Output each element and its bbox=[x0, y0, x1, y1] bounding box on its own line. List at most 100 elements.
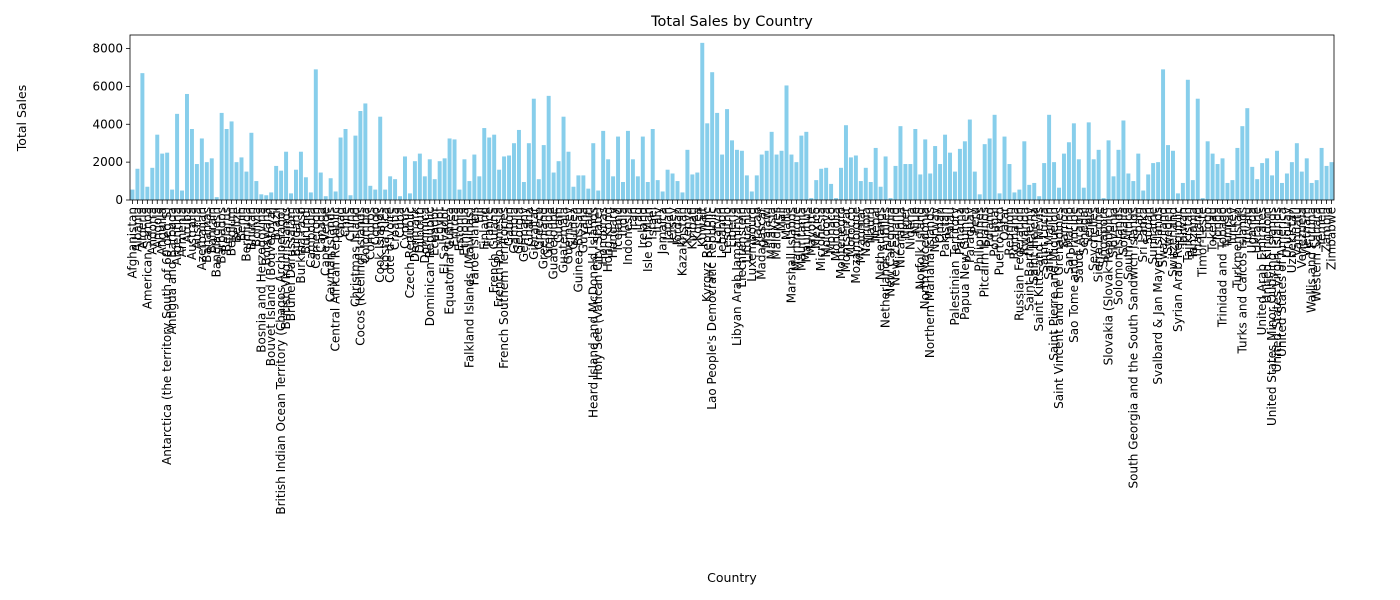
bar bbox=[348, 195, 353, 200]
bar bbox=[353, 135, 358, 200]
bar bbox=[1131, 181, 1136, 200]
y-tick-label: 4000 bbox=[92, 117, 123, 131]
bar bbox=[1146, 174, 1151, 200]
bar bbox=[497, 169, 502, 200]
x-tick-label: Estonia bbox=[452, 207, 466, 251]
bar bbox=[987, 138, 992, 200]
bar bbox=[933, 146, 938, 200]
x-tick-label: Togo bbox=[1201, 207, 1215, 236]
bar bbox=[829, 183, 834, 200]
x-tick-label: Faroe Islands bbox=[467, 207, 481, 285]
bar bbox=[784, 85, 789, 200]
x-tick-label: Suriname bbox=[1146, 207, 1160, 265]
bar bbox=[155, 134, 160, 200]
x-tick-label: Antarctica (the territory South of 60 de… bbox=[160, 207, 174, 465]
x-tick-label: India bbox=[616, 207, 630, 236]
bar bbox=[848, 157, 853, 200]
x-tick-label: Libyan Arab Jamahiriya bbox=[730, 207, 744, 346]
x-tick-label: Belarus bbox=[220, 207, 234, 252]
x-tick-label: Gambia bbox=[507, 207, 521, 254]
x-tick-label: Bolivia bbox=[249, 207, 263, 247]
bar bbox=[556, 161, 561, 200]
x-tick-label: American Samoa bbox=[140, 207, 154, 309]
bar bbox=[1235, 147, 1240, 200]
x-tick-label: Svalbard & Jan Mayen Islands bbox=[1151, 207, 1165, 385]
bar bbox=[343, 129, 348, 200]
x-tick-label: Saint Vincent and the Grenadines bbox=[1052, 207, 1066, 409]
bar bbox=[1190, 180, 1195, 200]
x-tick-label: New Caledonia bbox=[884, 207, 898, 297]
bar bbox=[710, 72, 715, 200]
bar bbox=[923, 139, 928, 200]
bar bbox=[1260, 163, 1265, 200]
x-tick-label: Gabon bbox=[502, 207, 516, 246]
x-tick-label: Senegal bbox=[1077, 207, 1091, 255]
bar bbox=[1304, 158, 1309, 200]
x-tick-label: Mayotte bbox=[804, 207, 818, 256]
bar bbox=[665, 169, 670, 200]
x-tick-label: Djibouti bbox=[413, 207, 427, 254]
bar bbox=[1230, 180, 1235, 200]
bar bbox=[744, 175, 749, 200]
x-tick-label: Austria bbox=[190, 207, 204, 249]
x-tick-label: Jordan bbox=[670, 207, 684, 246]
x-tick-label: Haiti bbox=[581, 207, 595, 235]
bar bbox=[952, 171, 957, 200]
x-tick-label: Dominican Republic bbox=[423, 207, 437, 326]
bar bbox=[368, 185, 373, 200]
x-tick-label: Norfolk Island bbox=[913, 207, 927, 290]
x-tick-label: Guam bbox=[552, 207, 566, 243]
bar bbox=[140, 73, 145, 200]
x-tick-label: Tunisia bbox=[1220, 207, 1234, 249]
bar bbox=[616, 136, 621, 200]
x-tick-label: Grenada bbox=[542, 207, 556, 258]
bar bbox=[1279, 182, 1284, 200]
bar bbox=[1166, 145, 1170, 200]
bar bbox=[204, 162, 209, 200]
x-tick-label: Lao People's Democratic Republic bbox=[705, 207, 719, 410]
x-tick-label: Iran bbox=[626, 207, 640, 230]
x-tick-label: Martinique bbox=[789, 207, 803, 271]
bar bbox=[943, 134, 948, 200]
x-tick-label: Hungary bbox=[606, 207, 620, 258]
x-tick-label: Turkey bbox=[1225, 207, 1239, 247]
x-tick-label: Brunei Darussalam bbox=[284, 207, 298, 321]
x-tick-label: Uruguay bbox=[1280, 207, 1294, 258]
x-tick-label: Mauritania bbox=[794, 207, 808, 271]
x-tick-label: United States Virgin Islands bbox=[1270, 207, 1284, 372]
bar bbox=[338, 137, 343, 200]
x-tick-label: Montenegro bbox=[834, 207, 848, 279]
x-tick-label: Uganda bbox=[1245, 207, 1259, 253]
x-tick-label: Jersey bbox=[666, 207, 680, 245]
bar bbox=[135, 168, 140, 200]
bar bbox=[254, 181, 259, 200]
chart-title: Total Sales by Country bbox=[650, 14, 813, 30]
y-tick-label: 6000 bbox=[92, 79, 123, 93]
bar bbox=[165, 152, 170, 200]
x-tick-label: Kazakhstan bbox=[675, 207, 689, 276]
y-tick-label: 8000 bbox=[92, 42, 123, 56]
bar bbox=[700, 42, 705, 200]
x-tick-label: Liberia bbox=[725, 207, 739, 248]
x-tick-label: Burundi bbox=[299, 207, 313, 254]
bar bbox=[1275, 150, 1280, 200]
bar bbox=[269, 192, 274, 200]
bar bbox=[819, 168, 824, 200]
bar bbox=[407, 193, 412, 200]
bar bbox=[893, 165, 898, 200]
bar bbox=[249, 132, 254, 200]
x-tick-label: Central African Republic bbox=[329, 207, 343, 351]
bar bbox=[1096, 149, 1101, 200]
bar bbox=[1161, 69, 1166, 201]
bar bbox=[1136, 153, 1141, 200]
bar bbox=[1151, 163, 1156, 200]
bar bbox=[229, 121, 234, 200]
bar bbox=[566, 151, 571, 200]
bar bbox=[561, 116, 566, 200]
bar bbox=[1180, 182, 1185, 200]
x-tick-label: Swaziland bbox=[1156, 207, 1170, 267]
x-tick-label: Kiribati bbox=[685, 207, 699, 249]
bar bbox=[1141, 190, 1146, 200]
bar bbox=[145, 186, 150, 200]
x-tick-label: Oman bbox=[933, 207, 947, 243]
